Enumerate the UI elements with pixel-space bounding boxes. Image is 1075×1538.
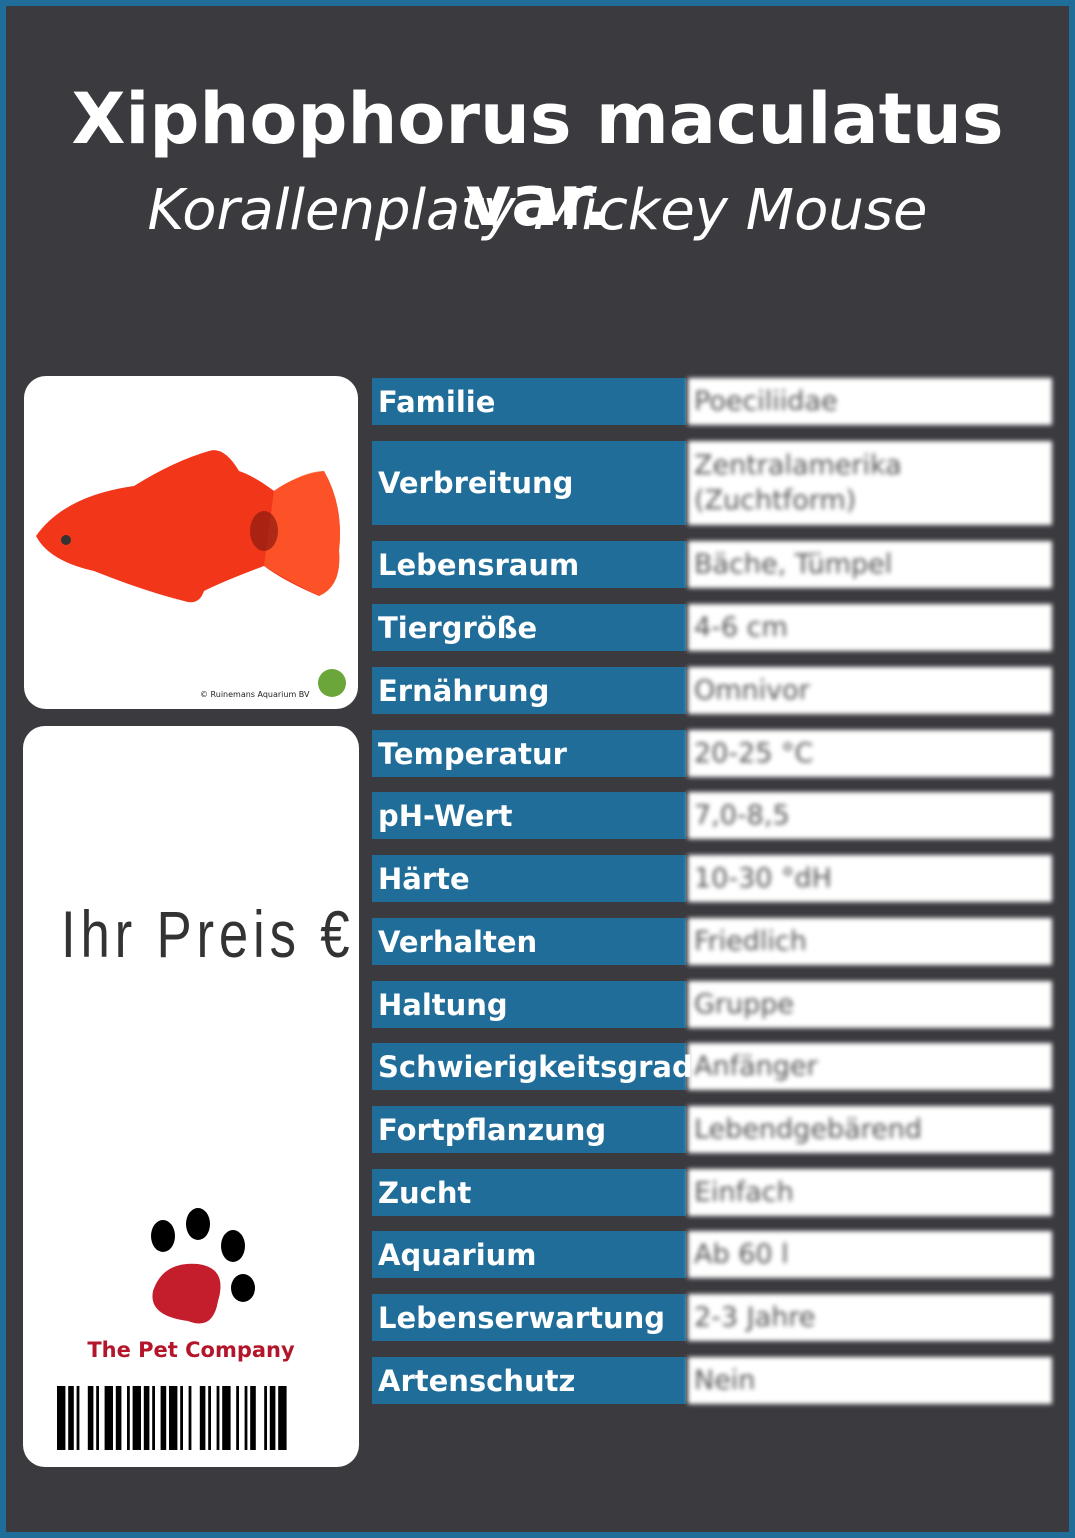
barcode-bar xyxy=(208,1386,211,1450)
barcode-bar xyxy=(264,1386,267,1450)
photo-credit: © Ruinemans Aquarium BV xyxy=(200,690,310,699)
row-label: Schwierigkeitsgrad xyxy=(372,1043,693,1090)
row-label: Temperatur xyxy=(372,730,686,777)
row-label: Verhalten xyxy=(372,918,686,965)
barcode-bar xyxy=(188,1386,192,1450)
row-label: Zucht xyxy=(372,1169,686,1216)
barcode-bar xyxy=(180,1386,183,1450)
row-value: 7,0-8,5 xyxy=(688,792,1052,839)
barcode-bar xyxy=(87,1386,94,1450)
title: Xiphophorus maculatus var. xyxy=(71,78,1004,242)
row-label: Lebensraum xyxy=(372,541,686,588)
barcode-bar xyxy=(132,1386,141,1450)
row-value: Poeciliidae xyxy=(688,378,1052,425)
barcode-bar xyxy=(278,1386,287,1450)
barcode-bar xyxy=(160,1386,167,1450)
barcode-bar xyxy=(68,1386,74,1450)
barcode-bar xyxy=(269,1386,276,1450)
row-value: Nein xyxy=(688,1357,1052,1404)
barcode-bar xyxy=(216,1386,220,1450)
barcode-bar xyxy=(104,1386,113,1450)
photo-card: © Ruinemans Aquarium BV xyxy=(24,376,358,709)
fish-image xyxy=(36,450,346,697)
row-value: Omnivor xyxy=(688,667,1052,714)
row-value: 2-3 Jahre xyxy=(688,1294,1052,1341)
barcode-bar xyxy=(152,1386,155,1450)
row-value: 20-25 °C xyxy=(688,730,1052,777)
price-card: Ihr Preis € The Pet Company xyxy=(23,726,359,1467)
subtitle: Korallenplaty Mickey Mouse xyxy=(147,178,928,243)
row-value: Ab 60 l xyxy=(688,1231,1052,1278)
barcode-bar xyxy=(169,1386,178,1450)
row-label: Tiergröße xyxy=(372,604,686,651)
barcode-bar xyxy=(222,1386,231,1450)
barcode-bar xyxy=(244,1386,248,1450)
row-label: Haltung xyxy=(372,981,686,1028)
row-value: Anfänger xyxy=(688,1043,1052,1090)
row-value: Bäche, Tümpel xyxy=(688,541,1052,588)
row-value: 10-30 °dH xyxy=(688,855,1052,902)
barcode-bar xyxy=(57,1386,66,1450)
row-label: Verbreitung xyxy=(372,441,686,525)
row-value: Gruppe xyxy=(688,981,1052,1028)
paw-logo xyxy=(151,1208,255,1324)
row-label: Fortpflanzung xyxy=(372,1106,686,1153)
barcode-bar xyxy=(76,1386,80,1450)
barcode xyxy=(57,1386,287,1450)
row-label: Artenschutz xyxy=(372,1357,686,1404)
barcode-bar xyxy=(143,1386,150,1450)
barcode-bar xyxy=(236,1386,239,1450)
row-value: Zentralamerika (Zuchtform) xyxy=(688,441,1052,525)
row-value: Lebendgebärend xyxy=(688,1106,1052,1153)
row-value: Einfach xyxy=(688,1169,1052,1216)
row-value: Friedlich xyxy=(688,918,1052,965)
row-label: Ernährung xyxy=(372,667,686,714)
row-label: Lebenserwartung xyxy=(372,1294,686,1341)
barcode-bar xyxy=(127,1386,130,1450)
row-label: Härte xyxy=(372,855,686,902)
barcode-bar xyxy=(199,1386,206,1450)
price-label: Ihr Preis € xyxy=(61,897,355,971)
row-label: Aquarium xyxy=(372,1231,686,1278)
barcode-bar xyxy=(96,1386,99,1450)
row-label: Familie xyxy=(372,378,686,425)
barcode-bar xyxy=(115,1386,122,1450)
barcode-bar xyxy=(250,1386,256,1450)
brand-name: The Pet Company xyxy=(87,1338,295,1362)
row-label: pH-Wert xyxy=(372,792,686,839)
row-value: 4-6 cm xyxy=(688,604,1052,651)
